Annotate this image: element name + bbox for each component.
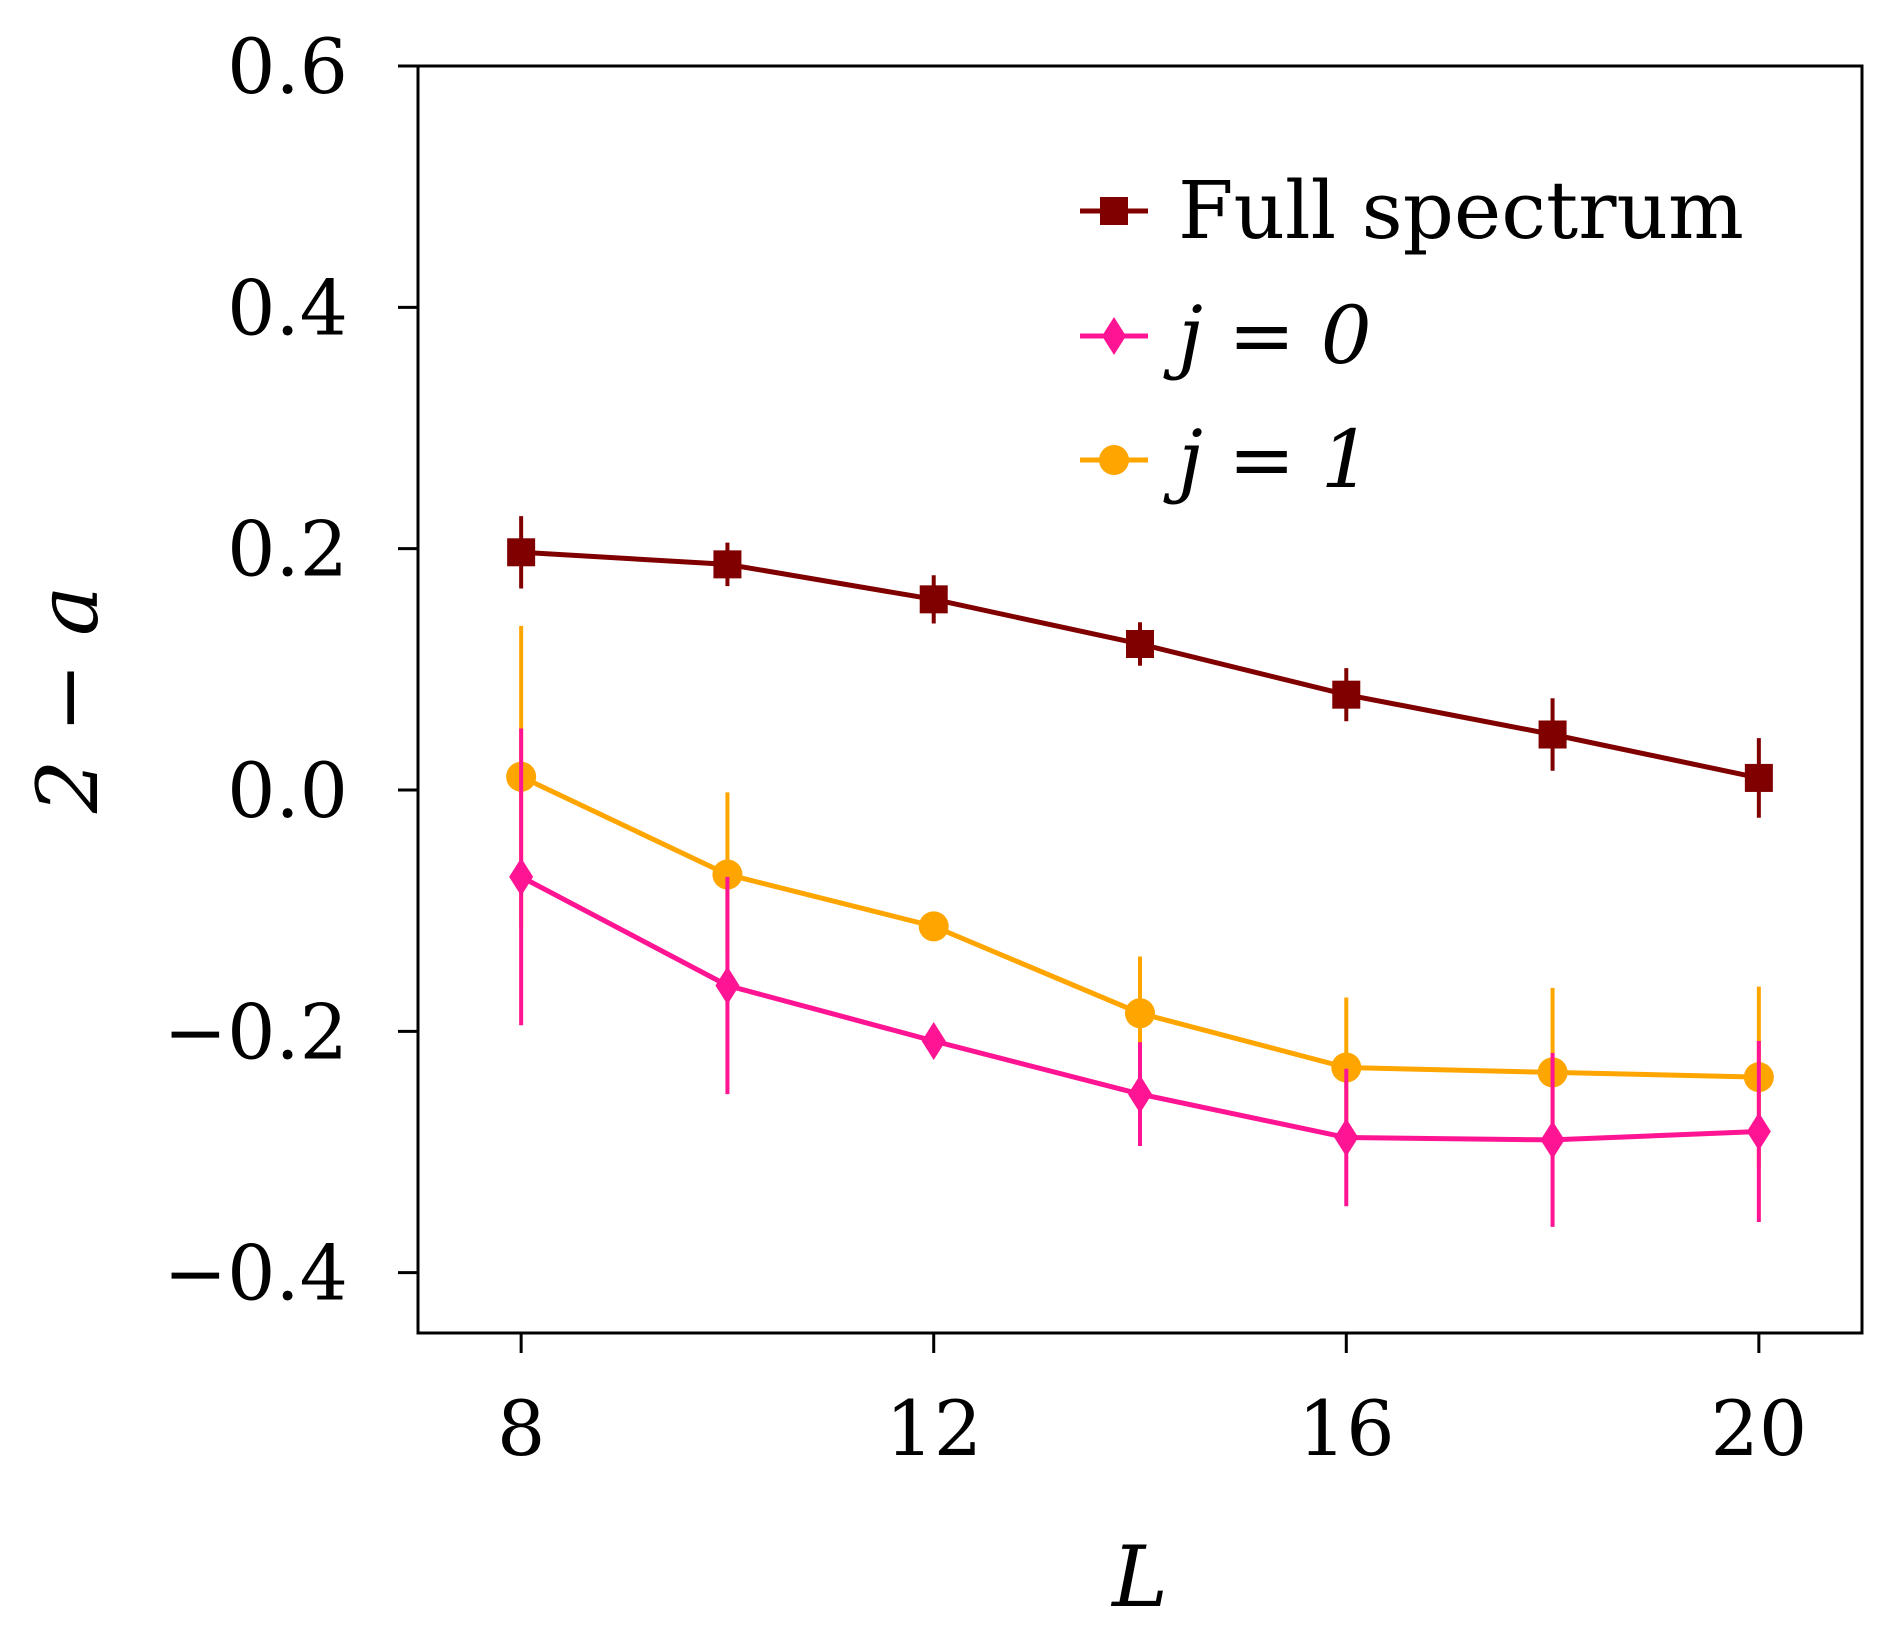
x-axis: 8 12 16 20 — [497, 1333, 1807, 1473]
data-point — [507, 538, 536, 567]
legend-marker — [1102, 317, 1126, 355]
data-point — [1331, 1052, 1362, 1083]
legend: Full spectrum j = 0 j = 1 — [1080, 164, 1744, 506]
series-layer — [506, 516, 1774, 1227]
data-point — [919, 585, 948, 614]
data-point — [713, 550, 742, 579]
data-point — [509, 857, 534, 896]
legend-item: j = 1 — [1080, 413, 1372, 506]
y-tick-label: 0.6 — [227, 22, 348, 111]
data-point — [1540, 1120, 1565, 1159]
y-axis-label: 2 − a — [19, 586, 117, 814]
series-diamond — [509, 728, 1771, 1227]
data-point — [921, 1021, 946, 1060]
x-tick-label: 8 — [497, 1384, 545, 1473]
y-tick-label: −0.4 — [163, 1229, 348, 1318]
data-point — [1746, 1112, 1771, 1151]
y-tick-label: −0.2 — [163, 987, 348, 1076]
data-point — [1334, 1118, 1359, 1157]
legend-marker — [1099, 445, 1129, 475]
plot-frame — [416, 64, 1864, 1335]
data-point — [1126, 629, 1154, 658]
legend-item: j = 0 — [1080, 289, 1372, 382]
data-point — [918, 911, 949, 942]
data-point — [1128, 1075, 1152, 1114]
data-point — [712, 859, 743, 890]
data-point — [1538, 720, 1567, 749]
x-axis-label: L — [1110, 1528, 1168, 1626]
data-point — [715, 966, 740, 1005]
data-point — [1332, 680, 1361, 709]
y-tick-label: 0.0 — [227, 746, 348, 835]
legend-label: Full spectrum — [1178, 164, 1744, 257]
legend-label: j = 0 — [1163, 289, 1372, 382]
x-tick-label: 12 — [885, 1384, 982, 1473]
legend-marker — [1100, 197, 1128, 225]
y-tick-label: 0.2 — [227, 505, 348, 594]
series-square — [507, 516, 1773, 818]
x-tick-label: 20 — [1710, 1384, 1807, 1473]
data-point — [1744, 763, 1773, 792]
legend-label: j = 1 — [1163, 413, 1372, 506]
y-axis: 0.6 0.4 0.2 0.0 −0.2 −0.4 — [163, 22, 418, 1318]
y-tick-label: 0.4 — [227, 263, 348, 352]
data-point — [1125, 998, 1155, 1029]
legend-item: Full spectrum — [1080, 164, 1744, 257]
x-tick-label: 16 — [1298, 1384, 1395, 1473]
